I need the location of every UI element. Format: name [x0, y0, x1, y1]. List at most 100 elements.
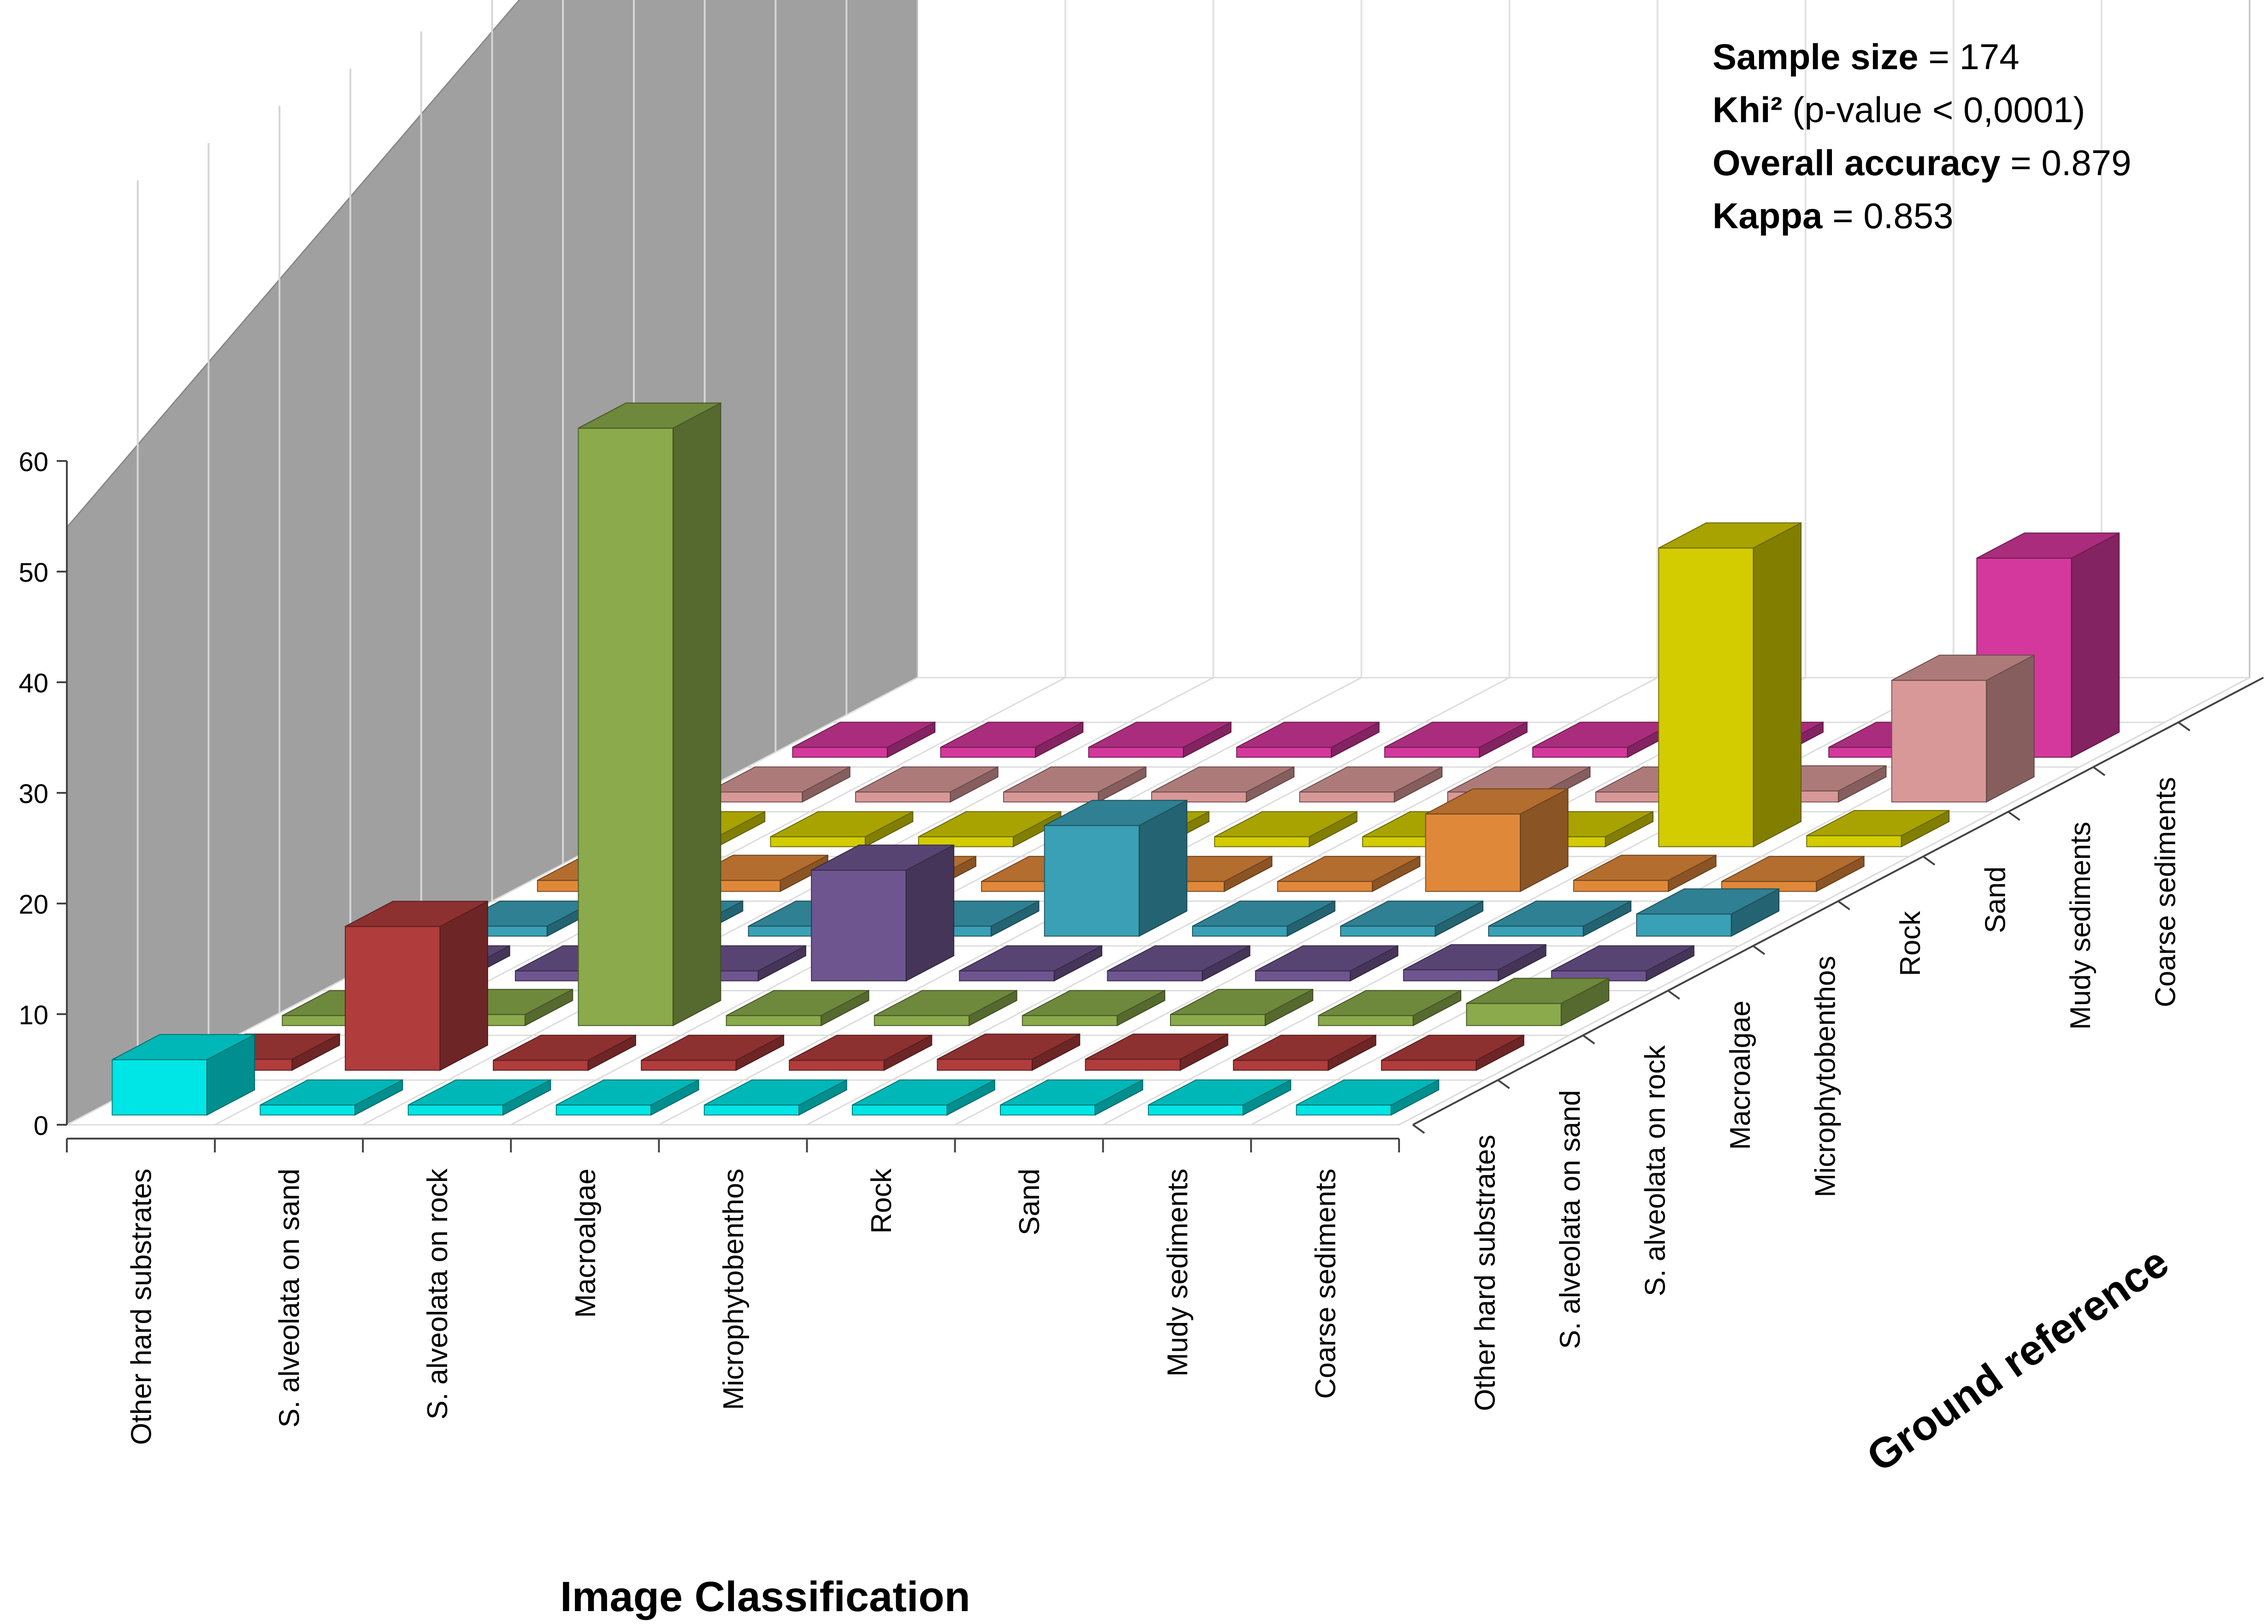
bar [1721, 856, 1865, 892]
bar-front-face [1658, 547, 1754, 847]
bar-front-face [703, 1104, 800, 1116]
bar-front-face [959, 970, 1055, 981]
bar-top-face [1976, 532, 2120, 559]
y-series-label: Sand [1979, 867, 2011, 933]
bar-top-face [1425, 788, 1568, 815]
bar-top-face [1151, 766, 1294, 793]
z-tick-label: 0 [34, 1111, 48, 1141]
bar-top-face [1551, 945, 1695, 972]
bar [1318, 990, 1461, 1027]
z-tick-label: 10 [18, 1000, 48, 1030]
x-category-label: Mudy sediments [1162, 1169, 1193, 1376]
bar [1636, 888, 1780, 937]
y-series-label: S. alveolata on sand [1554, 1090, 1586, 1349]
bar [1088, 721, 1232, 758]
y-series-label: Other hard substrates [1469, 1135, 1501, 1411]
bar-top-face [1233, 1034, 1376, 1061]
z-tick-label: 60 [18, 447, 48, 477]
bar [555, 1079, 699, 1116]
bar [707, 766, 850, 803]
bar [578, 402, 721, 1027]
bar-front-face [1381, 1060, 1477, 1071]
bar [493, 1034, 636, 1071]
z-tick-label: 20 [18, 890, 48, 920]
bar-top-face [345, 901, 488, 927]
bar [1658, 522, 1801, 848]
x-axis-title: Image Classification [560, 1573, 970, 1620]
x-category-label: S. alveolata on sand [274, 1169, 306, 1428]
bar [851, 1079, 995, 1116]
bar [1151, 766, 1295, 803]
bar [1296, 1079, 1440, 1116]
bar-top-face [1000, 1079, 1143, 1106]
bar-front-face [1236, 747, 1332, 758]
floor-gridline [806, 677, 1658, 1126]
bar-front-face [493, 1060, 589, 1071]
y-series-label: Mudy sediments [2065, 822, 2097, 1030]
bar-front-face [112, 1059, 207, 1116]
bar-top-face [1255, 945, 1398, 972]
bar-top-face [704, 1079, 847, 1106]
bar-top-face [556, 1079, 699, 1106]
bar-front-face [770, 836, 866, 847]
bar-front-face [555, 1104, 652, 1116]
bar-top-face [1003, 766, 1146, 793]
bar-front-face [260, 1104, 355, 1116]
bar-side-face [673, 402, 721, 1027]
x-category-label: Rock [866, 1168, 898, 1234]
bar [1573, 854, 1717, 892]
bar-side-face [439, 900, 488, 1071]
bar [792, 721, 936, 758]
bar-front-face [1384, 747, 1480, 758]
bar-front-face [641, 1060, 737, 1071]
y-tick [2178, 721, 2191, 732]
bar-side-face [1753, 522, 1801, 848]
y-tick [1582, 1034, 1595, 1045]
y-tick [1837, 900, 1850, 910]
y-tick [2008, 811, 2020, 821]
bar-front-face [1573, 880, 1669, 892]
bar [1022, 990, 1165, 1027]
bar-top-face [1381, 1034, 1524, 1061]
bar-top-face [707, 766, 850, 793]
bar-top-face [493, 1034, 636, 1061]
bar-top-face [260, 1079, 403, 1106]
bar [1107, 945, 1251, 982]
bar-top-face [1214, 811, 1358, 838]
bar-front-face [1022, 1015, 1118, 1026]
bar [789, 1034, 933, 1071]
bar-front-face [1403, 969, 1499, 981]
bar [1488, 900, 1631, 937]
bar-front-face [1255, 970, 1351, 981]
bar-top-face [1658, 522, 1801, 549]
bar-top-face [408, 1079, 551, 1106]
bar [1299, 766, 1443, 803]
bar-top-face [1296, 1079, 1439, 1106]
x-category-label: Other hard substrates [126, 1169, 158, 1445]
bar-front-face [1107, 970, 1203, 981]
bar [1806, 809, 1950, 848]
bar-front-face [1277, 881, 1373, 892]
x-category-label: Coarse sediments [1310, 1169, 1341, 1399]
bar-front-face [1425, 813, 1521, 892]
bar-top-face [1236, 721, 1380, 748]
y-tick [1497, 1079, 1510, 1089]
bar-top-face [1891, 655, 2035, 681]
bar-front-face [1192, 926, 1288, 937]
bar [260, 1079, 403, 1116]
chart-axes: 0 10 20 30 40 50 60 Other hard substrates S. alv… [18, 447, 2264, 1445]
bar-front-face [1340, 926, 1436, 937]
bar [1003, 766, 1146, 803]
bar-top-face [792, 721, 935, 748]
bar-top-face [578, 402, 721, 429]
bar [1148, 1079, 1291, 1116]
bar [1233, 1034, 1376, 1071]
bar-side-face [2071, 532, 2120, 758]
bar-top-face [1044, 800, 1187, 826]
bar [1236, 721, 1380, 758]
bar-front-face [1488, 926, 1584, 937]
bar-front-face [345, 926, 441, 1071]
bar-top-face [1721, 856, 1865, 882]
bar-top-face [770, 811, 913, 838]
